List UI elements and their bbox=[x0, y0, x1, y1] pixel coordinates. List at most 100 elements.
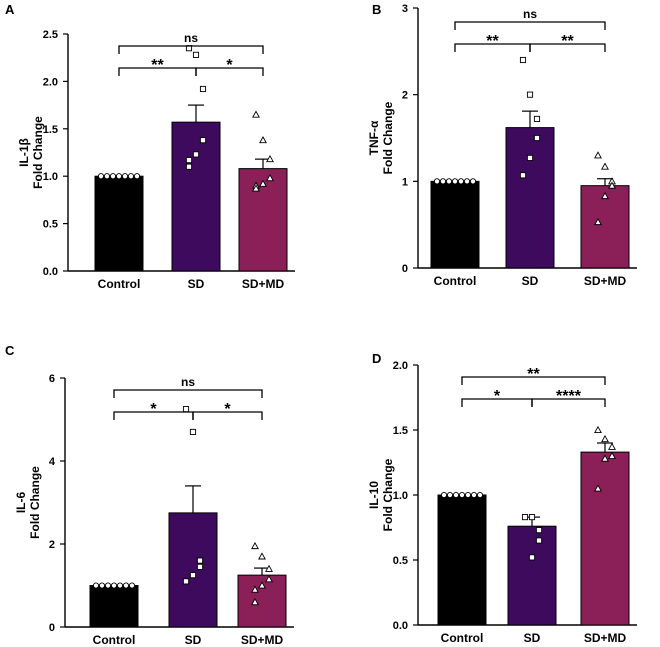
data-point-triangle bbox=[259, 179, 267, 187]
data-point-square bbox=[521, 514, 529, 521]
data-point-circle bbox=[433, 178, 441, 185]
significance-bracket bbox=[195, 67, 264, 76]
data-point-circle bbox=[104, 582, 112, 589]
data-point-triangle bbox=[601, 191, 609, 200]
data-point-square bbox=[528, 554, 536, 561]
data-point-circle bbox=[122, 582, 130, 589]
data-point-circle bbox=[439, 178, 447, 185]
x-tick-label: Control bbox=[441, 631, 484, 645]
data-point-circle bbox=[109, 173, 117, 180]
x-tick-label: SD+MD bbox=[584, 274, 627, 288]
y-tick-label: 2 bbox=[402, 90, 408, 102]
data-point-triangle bbox=[265, 575, 273, 583]
data-point-circle bbox=[440, 491, 448, 499]
significance-bracket bbox=[192, 411, 263, 420]
significance-label: **** bbox=[556, 388, 582, 405]
significance-label: ns bbox=[523, 7, 537, 21]
significance-bracket bbox=[529, 43, 606, 52]
y-axis-label-bottom: Fold Change bbox=[381, 101, 395, 174]
data-point-circle bbox=[446, 491, 454, 499]
data-point-circle bbox=[445, 178, 453, 185]
bar-control bbox=[89, 585, 139, 628]
x-tick-label: SD bbox=[522, 274, 539, 288]
y-tick-label: 2 bbox=[49, 539, 55, 551]
y-tick-label: 3 bbox=[402, 3, 408, 15]
data-point-triangle bbox=[258, 581, 266, 589]
chart-panel-a: A 0.0 0.5 1.0 1.5 2.0 2.5 IL-1β Fold Change Contr… bbox=[5, 2, 295, 291]
data-point-circle bbox=[127, 173, 135, 180]
data-point-square bbox=[519, 56, 527, 64]
bar-control bbox=[437, 494, 487, 626]
data-point-square bbox=[185, 163, 193, 170]
data-point-circle bbox=[121, 173, 129, 180]
data-point-triangle bbox=[251, 597, 259, 606]
data-point-square bbox=[199, 85, 207, 93]
significance-bracket bbox=[531, 398, 606, 407]
significance-label: ** bbox=[151, 57, 164, 74]
data-point-circle bbox=[458, 491, 466, 499]
bar-sd bbox=[171, 121, 221, 272]
significance-bracket bbox=[454, 21, 606, 30]
x-tick-label: SD+MD bbox=[242, 277, 285, 291]
panel-letter: C bbox=[5, 343, 15, 358]
y-tick-label: 2.0 bbox=[393, 360, 408, 372]
data-point-square bbox=[533, 115, 541, 122]
y-axis-label-top: IL-10 bbox=[367, 481, 381, 509]
data-point-square bbox=[192, 51, 200, 58]
data-point-circle bbox=[470, 491, 478, 499]
data-point-triangle bbox=[252, 184, 260, 192]
y-tick-label: 1.5 bbox=[393, 425, 408, 437]
significance-label: ** bbox=[486, 33, 499, 50]
data-point-triangle bbox=[594, 425, 602, 434]
significance-label: * bbox=[224, 401, 231, 418]
y-tick-label: 6 bbox=[49, 373, 55, 385]
x-tick-label: SD+MD bbox=[584, 631, 627, 645]
data-point-square bbox=[535, 527, 543, 534]
significance-label: * bbox=[150, 401, 157, 418]
data-point-circle bbox=[116, 582, 124, 589]
data-point-circle bbox=[452, 491, 460, 499]
data-point-triangle bbox=[601, 434, 609, 443]
data-point-square bbox=[519, 172, 527, 179]
data-point-square bbox=[182, 578, 190, 585]
data-point-circle bbox=[476, 491, 484, 499]
data-point-triangle bbox=[608, 451, 616, 460]
x-tick-label: SD bbox=[185, 633, 202, 647]
y-tick-label: 1.0 bbox=[43, 171, 58, 183]
data-point-triangle bbox=[259, 136, 267, 144]
panel-letter: B bbox=[372, 2, 381, 17]
data-point-triangle bbox=[594, 217, 602, 226]
y-tick-label: 1 bbox=[402, 176, 408, 188]
bar-control bbox=[94, 175, 144, 272]
data-point-triangle bbox=[601, 162, 609, 170]
data-point-square bbox=[182, 406, 190, 413]
data-point-circle bbox=[463, 178, 471, 185]
chart-panel-d: D 0.0 0.5 1.0 1.5 2.0 IL-10 Fold Change Control S… bbox=[367, 351, 637, 645]
y-axis-label-bottom: Fold Change bbox=[381, 458, 395, 531]
data-point-circle bbox=[103, 173, 111, 180]
data-point-circle bbox=[115, 173, 123, 180]
x-tick-label: SD+MD bbox=[241, 633, 284, 647]
data-point-circle bbox=[451, 178, 459, 185]
significance-label: ns bbox=[181, 375, 195, 389]
bar-sd bbox=[505, 127, 555, 269]
data-point-circle bbox=[469, 178, 477, 185]
y-axis-label-bottom: Fold Change bbox=[28, 466, 42, 539]
y-tick-label: 0 bbox=[49, 622, 55, 634]
data-point-triangle bbox=[265, 564, 273, 572]
y-tick-label: 4 bbox=[49, 456, 56, 468]
panels-group: A0.00.51.01.52.02.5IL-1β Fold ChangeContr… bbox=[5, 2, 637, 647]
significance-label: * bbox=[494, 388, 501, 405]
data-point-square bbox=[189, 428, 197, 436]
data-point-square bbox=[189, 572, 197, 579]
data-point-triangle bbox=[266, 173, 274, 182]
data-point-square bbox=[535, 537, 543, 544]
bar-sd bbox=[507, 525, 557, 626]
chart-panel-c: C 0 2 4 6 IL-6 Fold Change Control SD SD+MD * * ns bbox=[5, 343, 294, 647]
x-tick-label: SD bbox=[524, 631, 541, 645]
y-axis-label-top: IL-1β bbox=[17, 138, 31, 167]
data-point-square bbox=[185, 157, 193, 164]
data-point-square bbox=[196, 557, 204, 564]
data-point-square bbox=[192, 151, 200, 158]
bar-sd-plus-md bbox=[580, 185, 630, 269]
